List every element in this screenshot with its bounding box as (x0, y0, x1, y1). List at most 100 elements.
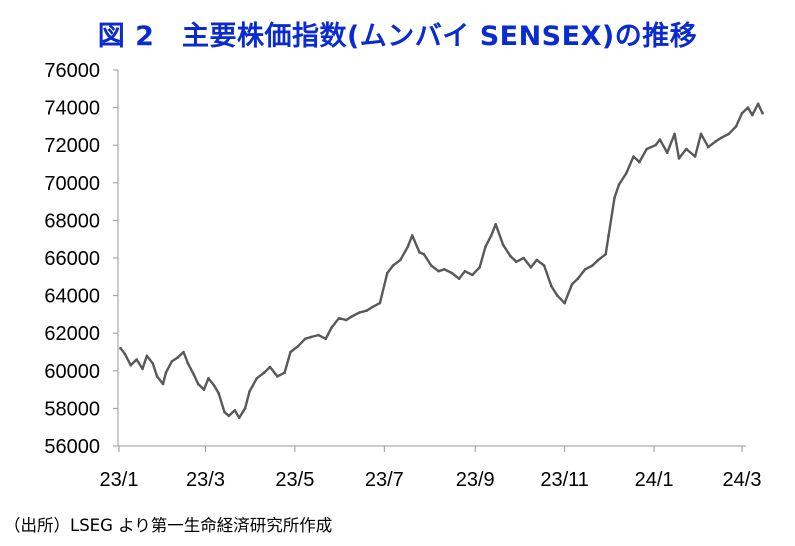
data-point (576, 277, 580, 281)
data-point (276, 375, 279, 378)
x-tick-label: 24/3 (723, 469, 762, 491)
data-point (186, 362, 190, 365)
data-point (182, 350, 185, 354)
data-point (471, 273, 474, 277)
data-point (515, 260, 518, 264)
data-point (583, 268, 587, 271)
data-point (707, 145, 710, 149)
data-point (151, 362, 154, 365)
data-point (463, 269, 467, 273)
data-point (227, 414, 231, 418)
y-tick-label: 64000 (44, 286, 100, 308)
data-point (632, 155, 635, 158)
data-point (673, 132, 676, 136)
x-tick-label: 23/3 (186, 469, 225, 491)
data-point (155, 375, 159, 378)
x-tick-label: 23/11 (540, 469, 589, 491)
data-point (751, 113, 754, 117)
y-axis-tick-labels: 76000 74000 72000 70000 68000 66000 64000 62000… (44, 60, 100, 458)
data-point (563, 301, 566, 305)
data-point (429, 264, 433, 267)
y-tick-label: 58000 (44, 398, 100, 420)
data-point (237, 416, 241, 420)
data-point (522, 256, 525, 260)
data-point (406, 245, 410, 248)
data-point (550, 284, 553, 288)
data-point (624, 172, 628, 175)
data-point (761, 111, 764, 115)
data-point (324, 337, 328, 341)
chart-title: 図 2 主要株価指数(ムンバイ SENSEX)の推移 (97, 21, 698, 52)
data-point (330, 326, 333, 329)
data-point (119, 346, 122, 350)
data-point (164, 371, 168, 375)
y-tick-label: 74000 (44, 98, 100, 120)
x-tick-label: 23/7 (365, 469, 404, 491)
data-point (129, 363, 132, 367)
x-tick-label: 23/1 (100, 469, 139, 491)
data-point (437, 269, 440, 273)
data-point (378, 301, 382, 305)
x-axis-tick-marks (118, 446, 743, 452)
data-point (478, 266, 481, 269)
data-point (283, 371, 286, 375)
sensex-series-points (119, 102, 764, 420)
data-point (391, 264, 395, 267)
data-point (358, 311, 361, 314)
data-point (170, 360, 174, 363)
data-point (192, 373, 196, 376)
data-point (654, 143, 657, 147)
data-point (591, 264, 594, 267)
data-point (196, 382, 200, 386)
y-axis-tick-marks (113, 69, 118, 447)
data-point (685, 147, 688, 151)
data-point (638, 160, 641, 164)
data-point (386, 271, 389, 275)
data-point (494, 222, 498, 226)
source-note: （出所）LSEG より第一生命経済研究所作成 (4, 516, 333, 535)
data-point (337, 316, 341, 320)
data-point (720, 136, 723, 139)
data-point (542, 264, 546, 267)
data-point (734, 125, 738, 128)
data-point (443, 268, 446, 271)
data-point (450, 271, 454, 275)
data-point (296, 345, 300, 348)
data-point (161, 382, 165, 386)
data-point (714, 140, 717, 143)
x-tick-label: 23/5 (275, 469, 314, 491)
data-point (607, 234, 610, 237)
data-point (756, 102, 760, 106)
data-point (740, 111, 744, 115)
data-point (509, 254, 512, 258)
y-tick-label: 72000 (44, 135, 100, 157)
data-point (350, 315, 354, 318)
data-point (556, 294, 559, 297)
x-tick-label: 23/9 (456, 469, 495, 491)
data-point (422, 252, 426, 256)
data-point (645, 147, 648, 151)
data-point (371, 305, 374, 309)
data-point (268, 365, 272, 369)
y-tick-label: 60000 (44, 361, 100, 383)
data-point (658, 138, 662, 141)
data-point (490, 234, 493, 237)
y-tick-label: 62000 (44, 323, 100, 345)
data-point (693, 155, 697, 158)
data-point (457, 277, 461, 281)
data-point (535, 258, 539, 262)
data-point (213, 384, 216, 388)
data-point (248, 390, 251, 393)
data-point (617, 183, 621, 186)
x-tick-label: 24/1 (635, 469, 674, 491)
data-point (123, 352, 127, 356)
data-point (141, 367, 144, 371)
data-point (317, 333, 320, 337)
data-point (145, 354, 149, 358)
data-point (223, 410, 226, 414)
data-point (677, 157, 681, 160)
data-point (665, 151, 669, 154)
x-axis-tick-labels: 23/1 23/3 23/5 23/7 23/9 23/11 24/1 24/3 (100, 469, 762, 491)
y-tick-label: 66000 (44, 248, 100, 270)
